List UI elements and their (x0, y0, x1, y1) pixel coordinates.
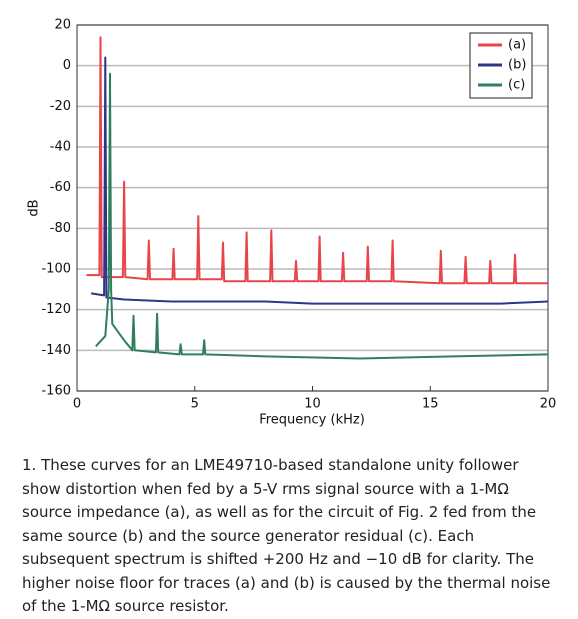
series-line (95, 72, 549, 360)
y-axis-label: dB (27, 199, 42, 216)
plot-frame (76, 24, 549, 392)
y-tick-label: -140 (41, 343, 71, 358)
y-tick-label: -160 (41, 384, 71, 399)
legend-label: (a) (508, 38, 526, 53)
x-tick-label: 10 (304, 397, 321, 412)
series-line (86, 36, 548, 285)
x-tick-label: 15 (422, 397, 439, 412)
caption: 1. These curves for an LME49710-based st… (22, 456, 551, 615)
x-tick-label: 0 (73, 397, 81, 412)
x-axis-label: Frequency (kHz) (259, 413, 365, 428)
y-tick-label: 0 (63, 58, 71, 73)
y-tick-label: -20 (50, 99, 71, 114)
y-tick-label: -100 (41, 262, 71, 277)
y-tick-label: -80 (50, 221, 71, 236)
legend-label: (c) (508, 78, 525, 93)
y-tick-label: -60 (50, 180, 71, 195)
x-tick-label: 20 (540, 397, 557, 412)
chart: dB Frequency (kHz) -160 -140 -120 -100 -80 -6… (27, 18, 557, 428)
y-tick-label: 20 (54, 18, 71, 33)
y-tick-label: -120 (41, 302, 71, 317)
y-tick-label: -40 (50, 140, 71, 155)
legend-label: (b) (508, 58, 526, 73)
series-line (90, 56, 549, 305)
x-tick-label: 5 (191, 397, 199, 412)
